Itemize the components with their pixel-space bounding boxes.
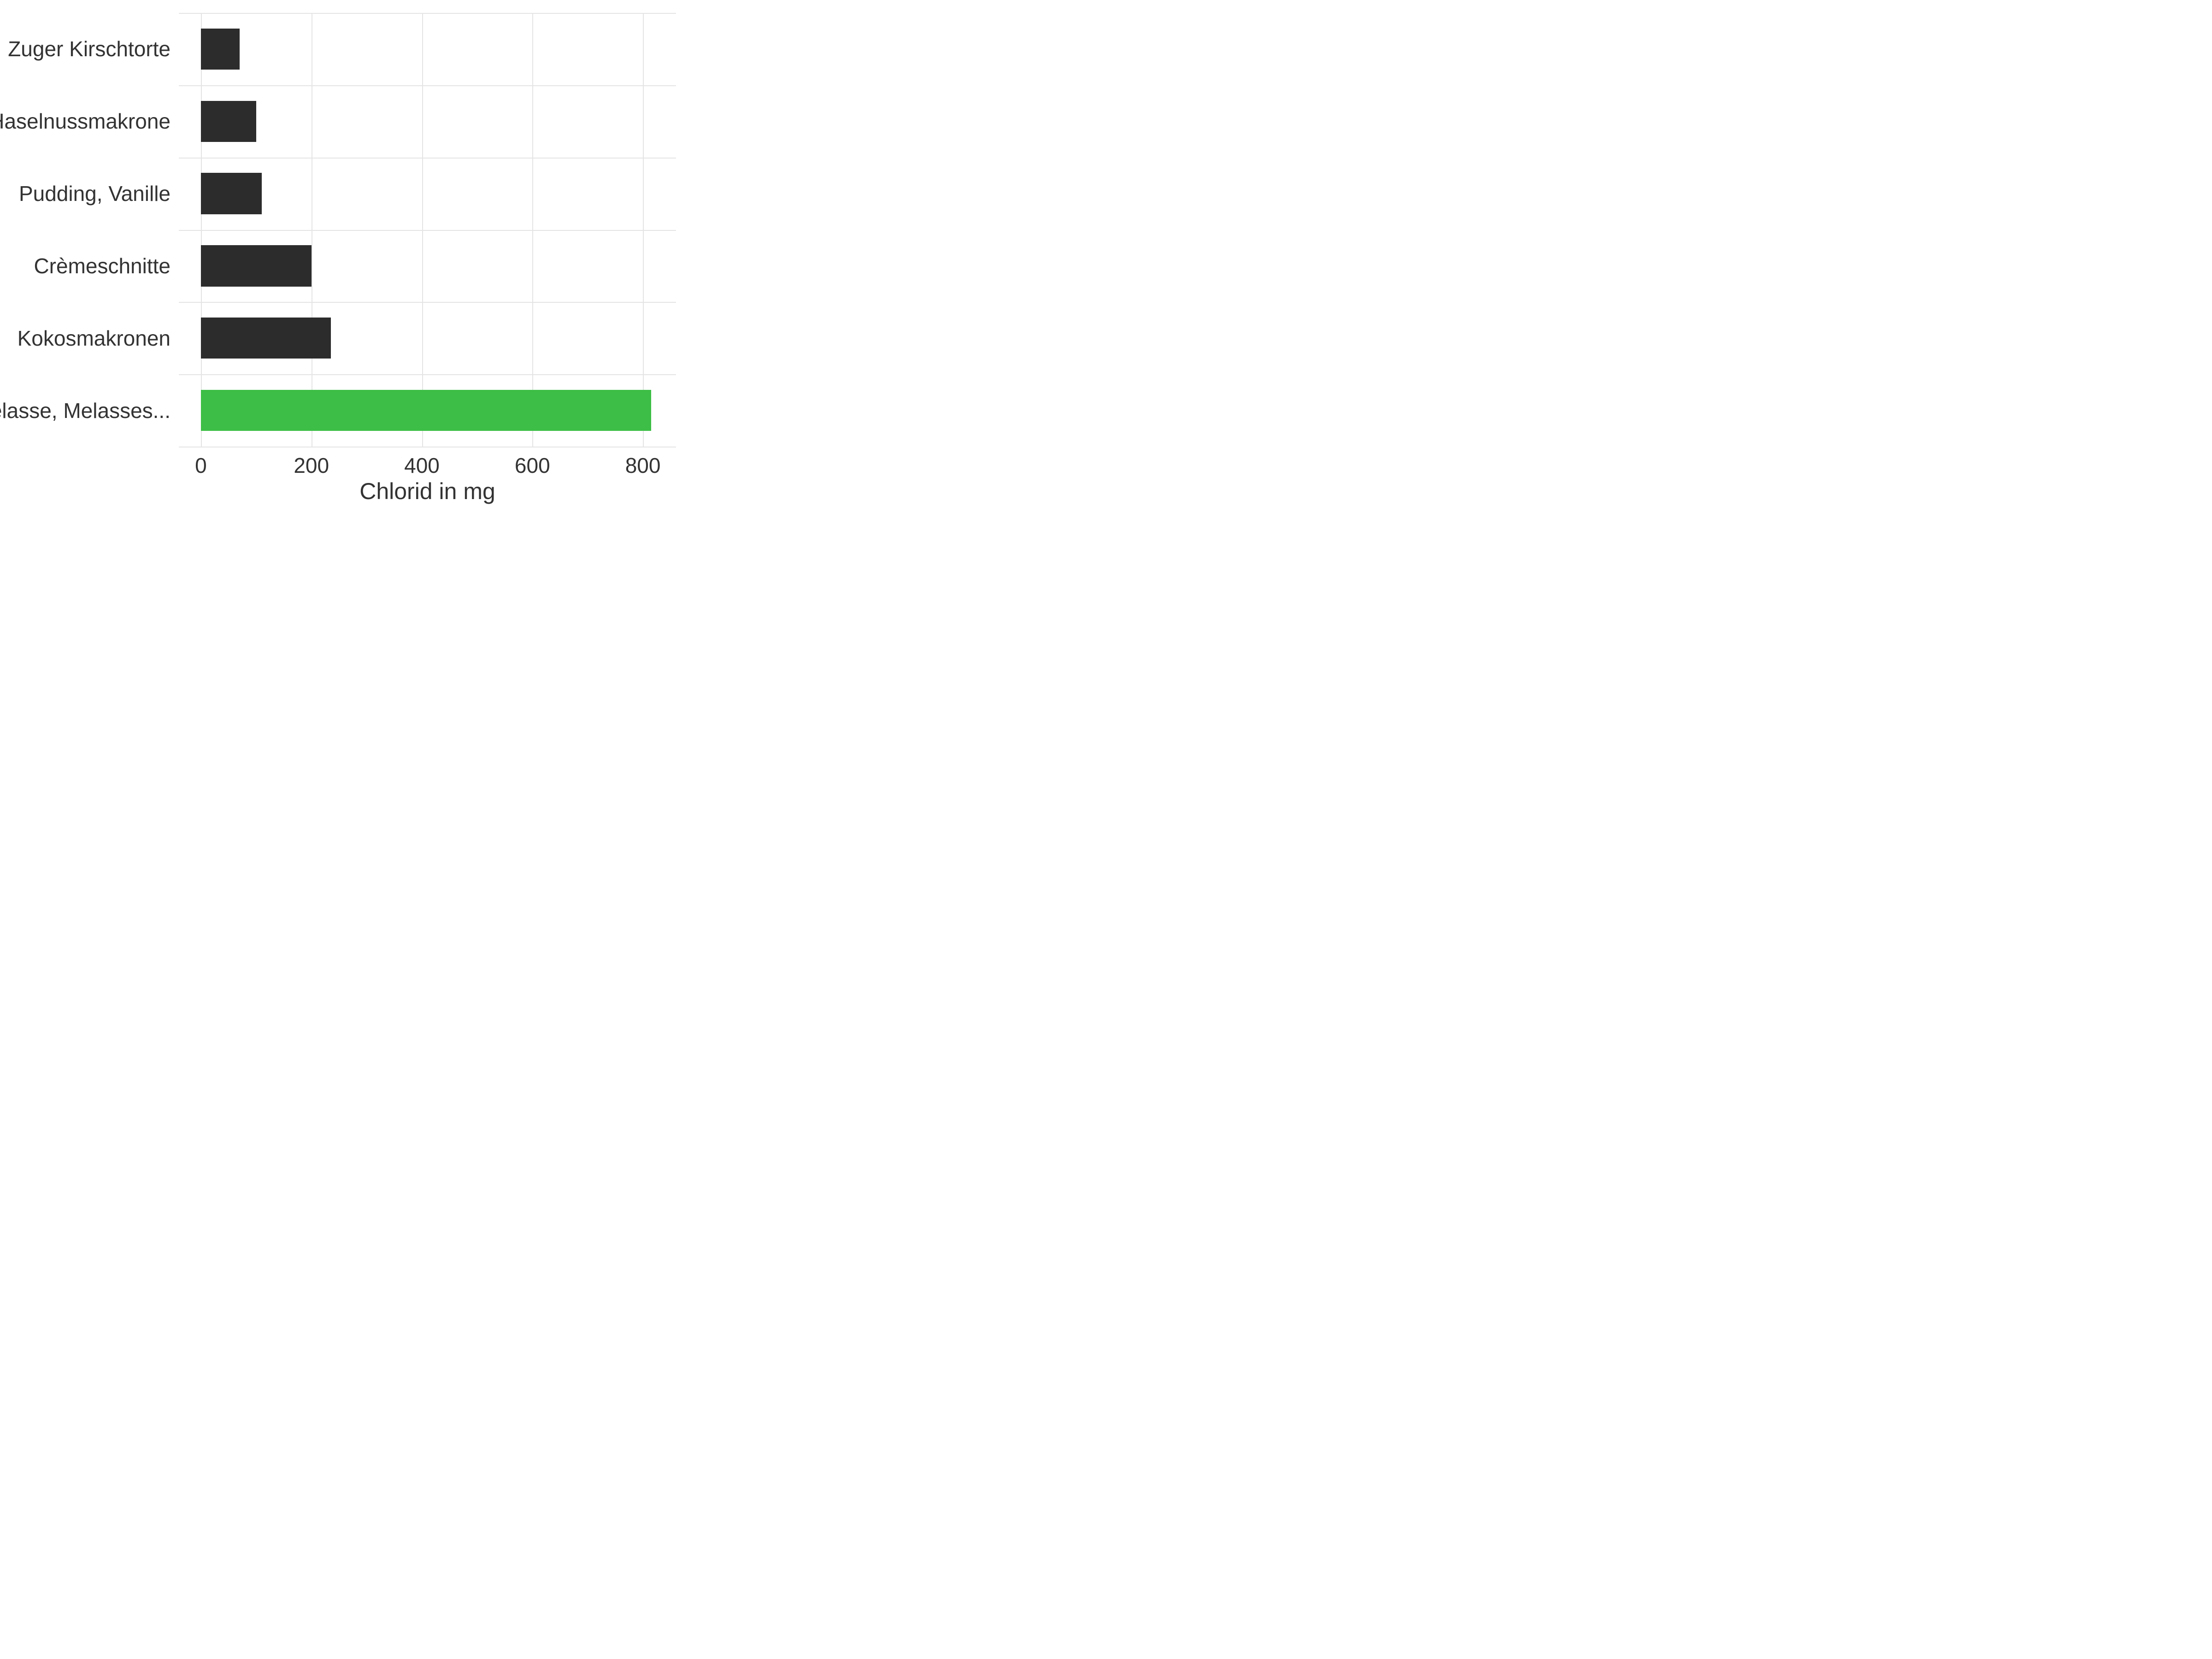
bar <box>201 29 240 70</box>
plot-area: 0200400600800Zuger KirschtorteHaselnussm… <box>179 13 676 447</box>
y-tick-label: Crèmeschnitte <box>34 253 179 278</box>
x-tick-label: 800 <box>625 447 661 478</box>
y-tick-label: Haselnussmakrone <box>0 109 179 134</box>
x-tick-label: 200 <box>294 447 329 478</box>
y-tick-label: Melasse, Melasses... <box>0 398 179 423</box>
y-gridline <box>179 302 676 303</box>
y-gridline <box>179 85 676 86</box>
x-axis-label: Chlorid in mg <box>359 478 495 505</box>
y-gridline <box>179 158 676 159</box>
chlorid-bar-chart: 0 200 400 600 800 Zuger Kirschtorte Haselnussm… <box>0 0 700 525</box>
x-tick-label: 400 <box>404 447 440 478</box>
y-gridline <box>179 230 676 231</box>
bar <box>201 173 262 214</box>
bar <box>201 245 312 286</box>
y-tick-label: Kokosmakronen <box>18 326 179 351</box>
bar <box>201 101 256 142</box>
y-gridline <box>179 13 676 14</box>
x-tick-label: 600 <box>515 447 550 478</box>
y-tick-label: Pudding, Vanille <box>19 181 179 206</box>
bar <box>201 390 651 431</box>
x-tick-label: 0 <box>195 447 207 478</box>
y-gridline <box>179 374 676 375</box>
y-tick-label: Zuger Kirschtorte <box>8 36 179 61</box>
bar <box>201 318 331 359</box>
